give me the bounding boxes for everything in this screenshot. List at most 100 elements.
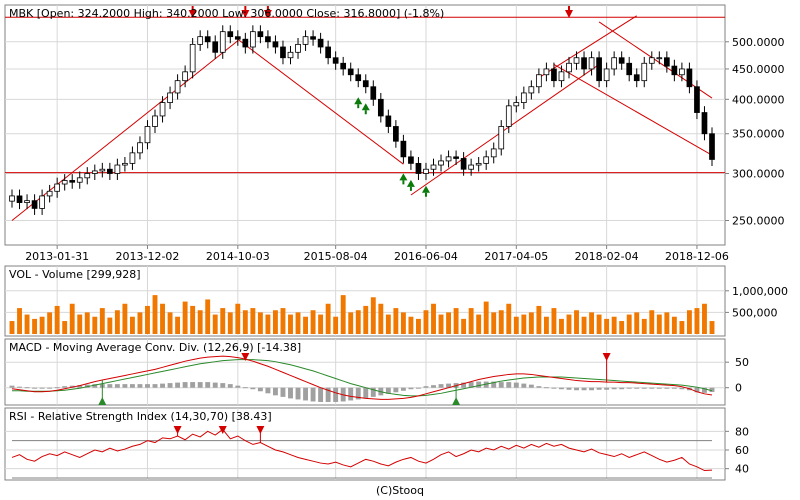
price-candle bbox=[468, 158, 474, 176]
price-candle bbox=[671, 59, 678, 82]
price-candle bbox=[663, 51, 670, 73]
volume-y-axis: 1,000,000 500,000 bbox=[725, 285, 788, 319]
macd-signal-line bbox=[12, 359, 713, 397]
volume-bar bbox=[619, 321, 625, 334]
candle-body bbox=[91, 170, 98, 174]
price-x-axis: 2013-01-31 2013-12-02 2014-10-03 2015-08-04… bbox=[25, 245, 729, 263]
volume-bar bbox=[664, 312, 670, 334]
price-candle bbox=[317, 32, 324, 54]
price-candle bbox=[618, 51, 625, 70]
candle-body bbox=[174, 80, 181, 94]
macd-histogram-bar bbox=[604, 387, 610, 390]
sell-triangle-icon bbox=[241, 353, 250, 361]
price-candle bbox=[167, 86, 173, 110]
candle-body bbox=[520, 92, 527, 103]
candle-body bbox=[219, 31, 226, 53]
volume-bar bbox=[190, 305, 196, 334]
price-candle bbox=[430, 158, 437, 176]
price-candle bbox=[197, 30, 204, 51]
candle-body bbox=[227, 31, 234, 38]
candle-body bbox=[76, 177, 83, 183]
volume-bar bbox=[114, 310, 120, 334]
candle-body bbox=[114, 164, 121, 174]
price-candle bbox=[61, 174, 68, 191]
candle-body bbox=[709, 133, 715, 160]
volume-bar bbox=[641, 318, 647, 334]
candle-body bbox=[641, 62, 648, 82]
volume-bar bbox=[212, 314, 218, 334]
volume-bar bbox=[604, 318, 610, 334]
price-y-tick-label: 250.0000 bbox=[732, 215, 785, 228]
volume-bar bbox=[197, 310, 203, 334]
price-candle bbox=[536, 68, 542, 94]
candle-body bbox=[370, 86, 377, 100]
macd-histogram-bar bbox=[272, 387, 278, 396]
price-candle bbox=[310, 30, 316, 46]
candle-body bbox=[551, 68, 557, 82]
macd-histogram-bar bbox=[581, 387, 587, 391]
macd-histogram-bar bbox=[423, 386, 429, 388]
macd-histogram-bar bbox=[175, 382, 181, 388]
macd-histogram-bar bbox=[619, 387, 625, 390]
volume-bar bbox=[242, 310, 248, 334]
volume-bar bbox=[152, 295, 158, 334]
candle-body bbox=[430, 164, 437, 170]
buy-arrow-icon bbox=[354, 97, 363, 105]
price-candle bbox=[483, 150, 490, 170]
volume-bar bbox=[491, 312, 497, 334]
price-candle bbox=[588, 51, 595, 76]
price-candle bbox=[250, 25, 256, 54]
candle-body bbox=[325, 46, 331, 59]
candle-body bbox=[272, 41, 279, 48]
price-candle bbox=[212, 35, 219, 59]
macd-histogram-bar bbox=[333, 387, 339, 402]
volume-bar bbox=[62, 321, 68, 334]
candle-body bbox=[212, 41, 219, 53]
volume-bar bbox=[137, 312, 143, 334]
rsi-y-tick-label: 40 bbox=[735, 463, 749, 476]
macd-histogram-bar bbox=[461, 382, 467, 388]
price-candle bbox=[280, 40, 286, 65]
macd-histogram-bar bbox=[656, 387, 662, 389]
volume-bar bbox=[24, 314, 30, 334]
candle-body bbox=[498, 126, 505, 150]
volume-bar bbox=[257, 312, 263, 334]
candle-body bbox=[197, 36, 204, 45]
volume-bar bbox=[453, 308, 459, 334]
sell-triangle-icon bbox=[256, 426, 265, 434]
candle-body bbox=[490, 148, 497, 158]
price-candle bbox=[295, 38, 301, 59]
macd-histogram-bar bbox=[32, 387, 38, 389]
rsi-y-axis: 80 60 40 bbox=[725, 425, 749, 476]
buy-arrow-icon bbox=[406, 179, 415, 187]
volume-bar bbox=[596, 314, 602, 334]
volume-bar bbox=[54, 305, 60, 334]
price-y-tick-label: 300.0000 bbox=[732, 167, 785, 180]
volume-bar bbox=[9, 321, 15, 334]
volume-bar bbox=[325, 303, 331, 334]
macd-histogram-bar bbox=[325, 387, 331, 402]
macd-histogram-bar bbox=[370, 387, 376, 397]
macd-histogram-bar bbox=[250, 387, 256, 390]
price-candle bbox=[174, 74, 181, 100]
volume-bar bbox=[370, 297, 376, 334]
volume-bar bbox=[446, 312, 452, 334]
macd-histogram-bar bbox=[47, 387, 53, 389]
macd-histogram-bar bbox=[348, 387, 354, 401]
candle-body bbox=[663, 57, 670, 67]
macd-histogram-bar bbox=[310, 387, 316, 402]
price-candle bbox=[603, 62, 610, 88]
macd-histogram-bar bbox=[152, 384, 158, 388]
candle-body bbox=[107, 168, 113, 174]
price-candle bbox=[520, 86, 527, 110]
candle-body bbox=[332, 57, 339, 64]
macd-histogram-bar bbox=[589, 387, 595, 391]
volume-bar bbox=[709, 321, 715, 334]
volume-bar bbox=[92, 316, 98, 334]
price-trend-line bbox=[410, 63, 600, 196]
macd-histogram-bar bbox=[468, 382, 474, 388]
macd-histogram-bar bbox=[24, 387, 30, 389]
macd-histogram-bar bbox=[265, 387, 271, 394]
volume-bar bbox=[355, 310, 361, 334]
macd-histogram-bar bbox=[611, 387, 617, 390]
